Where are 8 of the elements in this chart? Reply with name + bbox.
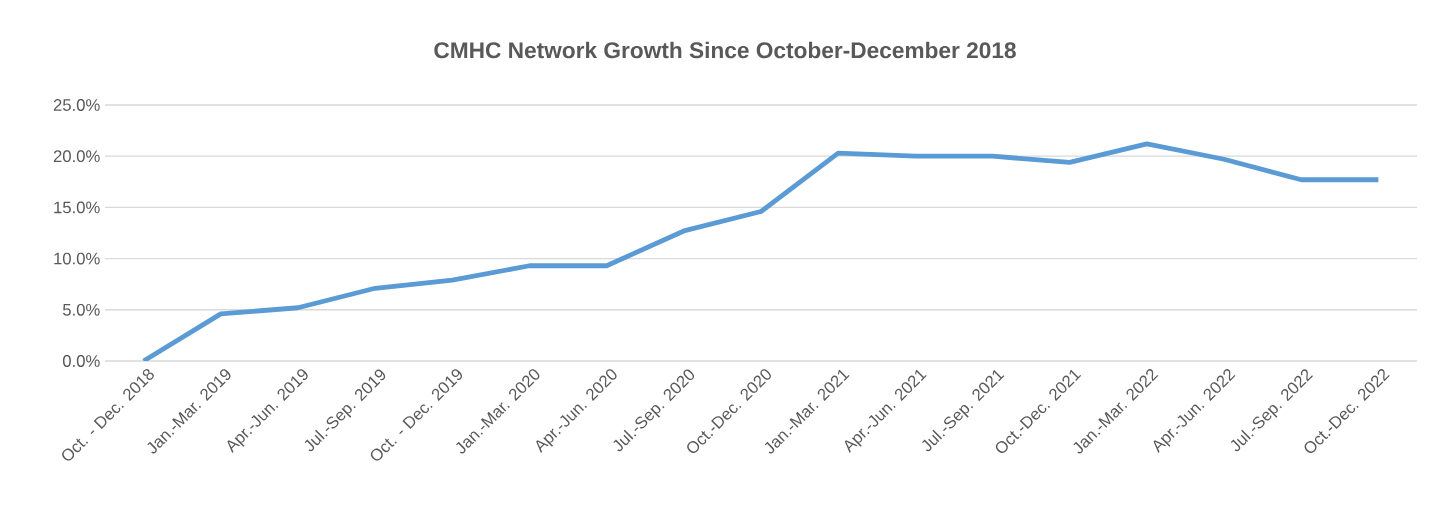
y-tick-label: 15.0%	[54, 201, 100, 214]
y-tick-label: 25.0%	[53, 99, 100, 111]
line-series	[141, 141, 1381, 361]
y-tick-label: 10.0%	[54, 252, 100, 265]
y-tick-label: 0.0%	[62, 355, 100, 367]
chart-title: CMHC Network Growth Since October-December 2018	[434, 41, 1016, 59]
y-tick-label: 5.0%	[62, 303, 100, 316]
y-tick-label: 20.0%	[53, 150, 100, 163]
